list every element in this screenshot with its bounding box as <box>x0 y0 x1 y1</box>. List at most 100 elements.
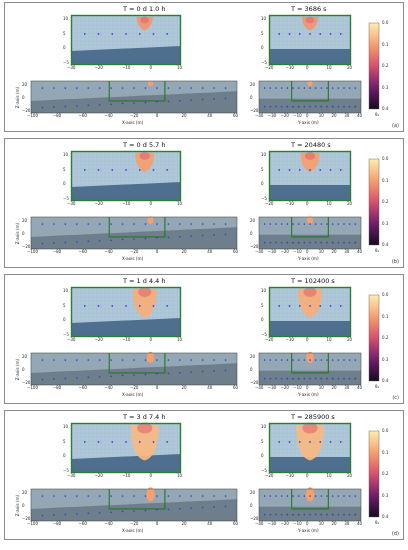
panel-letter: (b) <box>391 259 399 265</box>
y-tick-label: 0 <box>22 231 25 236</box>
sensor-point <box>329 33 332 35</box>
x-axis-label: Y-axis (m) <box>298 392 319 397</box>
sensor-point <box>75 105 78 107</box>
panel-title-right: T = 20480 s <box>291 141 331 149</box>
y-tick-label: 5 <box>261 438 264 444</box>
colorbar-tick-label: 0.1 <box>382 41 389 47</box>
x-tick-label: −10 <box>293 521 302 526</box>
sensor-point <box>133 102 135 104</box>
x-tick-label: −20 <box>280 521 289 526</box>
sensor-point <box>286 513 289 516</box>
sensor-point <box>331 377 334 380</box>
sensor-point <box>125 33 127 35</box>
sensor-point <box>309 377 311 380</box>
sensor-point <box>213 506 215 508</box>
sensor-point <box>110 103 112 105</box>
sensor-point <box>331 223 334 225</box>
y-tick-label: 0 <box>63 45 66 51</box>
sensor-point <box>275 513 277 516</box>
x-tick-label: −10 <box>122 201 131 206</box>
sensor-point <box>156 237 158 239</box>
mesh-lower <box>31 227 237 249</box>
sensor-point <box>278 33 281 35</box>
x-tick-label: 60 <box>233 521 239 526</box>
y-tick-label: −20 <box>22 380 31 385</box>
y-tick-label: 20 <box>250 490 256 495</box>
sensor-point <box>337 105 340 108</box>
mesh-plume <box>147 216 154 224</box>
x-tick-label: −10 <box>293 249 302 254</box>
x-tick-label: −10 <box>285 337 294 342</box>
x-tick-label: −20 <box>130 385 139 390</box>
y-tick-label: 5 <box>261 302 264 308</box>
y-axis-label: Z-axis (m) <box>15 86 21 109</box>
sensor-point <box>286 495 289 497</box>
sensor-point <box>278 305 281 307</box>
saturation-plume <box>300 153 320 172</box>
sensor-point <box>288 33 291 35</box>
x-tick-label: −40 <box>104 385 113 390</box>
sensor-point <box>354 87 357 89</box>
sensor-point <box>144 87 147 89</box>
sensor-point <box>292 359 294 361</box>
sensor-point <box>64 87 67 89</box>
zoom-region-frame <box>108 489 166 510</box>
x-axis-label: X-axis (m) <box>122 392 144 397</box>
sensor-point <box>167 236 170 239</box>
x-tick-label: 60 <box>233 385 239 390</box>
sensor-point <box>133 374 135 376</box>
sensor-point <box>269 241 272 244</box>
sensor-point <box>319 441 322 443</box>
colorbar-tick-label: 0.4 <box>382 106 389 111</box>
y-tick-label: 5 <box>261 166 264 172</box>
sensor-point <box>303 241 306 244</box>
sensor-point <box>354 241 357 244</box>
x-tick-label: 60 <box>233 113 239 118</box>
sensor-point <box>110 375 112 377</box>
sensor-point <box>97 305 100 307</box>
sensor-point <box>320 105 323 108</box>
x-tick-label: 40 <box>207 385 213 390</box>
x-tick-label: 40 <box>207 521 213 526</box>
sensor-point <box>326 241 328 244</box>
sensor-point <box>280 359 283 361</box>
x-tick-label: 0 <box>306 201 309 206</box>
sensor-point <box>133 87 135 89</box>
sensor-point <box>156 495 158 497</box>
sensor-point <box>64 223 67 225</box>
x-tick-label: −20 <box>265 337 274 342</box>
sensor-point <box>263 513 266 516</box>
sensor-point <box>213 495 215 497</box>
sensor-point <box>263 223 266 225</box>
mesh-plume <box>307 80 313 87</box>
sensor-point <box>111 441 114 443</box>
sensor-point <box>190 371 193 373</box>
sensor-point <box>190 495 193 497</box>
mesh-plume <box>306 351 314 364</box>
sensor-point <box>156 373 158 375</box>
x-tick-label: −100 <box>27 385 38 390</box>
sensor-point <box>87 359 90 361</box>
sensor-point <box>348 105 351 108</box>
sensor-point <box>133 359 135 361</box>
sensor-point <box>269 495 272 497</box>
crosssection-left <box>70 286 182 338</box>
sensor-point <box>224 505 227 508</box>
sensor-point <box>309 33 311 35</box>
y-tick-label: 20 <box>250 82 256 87</box>
zoom-region-frame <box>291 81 329 102</box>
sensor-point <box>263 87 266 89</box>
x-axis-label: Y-axis (m) <box>298 120 319 125</box>
x-tick-label: 0 <box>149 65 153 70</box>
sensor-point <box>343 105 345 108</box>
sensor-point <box>314 223 317 225</box>
sensor-point <box>98 239 101 242</box>
mesh-view-left <box>30 351 238 386</box>
y-tick-label: −20 <box>22 108 31 113</box>
sensor-point <box>303 495 306 497</box>
sensor-point <box>331 105 334 108</box>
sensor-point <box>275 377 277 380</box>
sensor-point <box>320 241 323 244</box>
sensor-point <box>309 513 311 516</box>
